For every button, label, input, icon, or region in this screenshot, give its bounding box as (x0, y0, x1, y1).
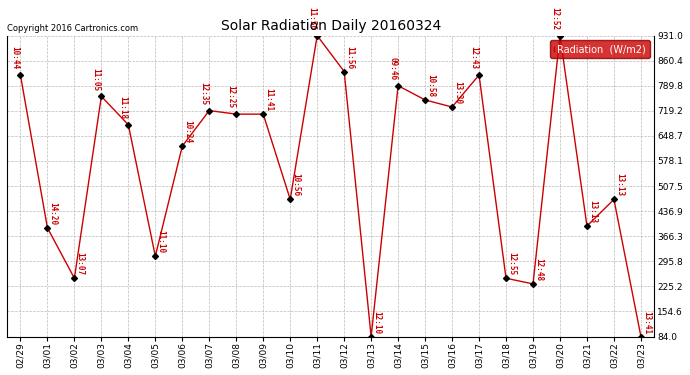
Text: Copyright 2016 Cartronics.com: Copyright 2016 Cartronics.com (7, 24, 138, 33)
Title: Solar Radiation Daily 20160324: Solar Radiation Daily 20160324 (221, 19, 441, 33)
Legend: Radiation  (W/m2): Radiation (W/m2) (550, 40, 649, 58)
Text: 10:56: 10:56 (291, 174, 300, 196)
Text: 11:56: 11:56 (307, 7, 316, 30)
Text: 10:58: 10:58 (426, 74, 435, 97)
Text: 12:25: 12:25 (226, 86, 235, 109)
Text: 09:46: 09:46 (388, 57, 397, 80)
Text: 12:35: 12:35 (199, 82, 208, 105)
Text: 10:44: 10:44 (10, 46, 19, 69)
Text: 12:43: 12:43 (469, 46, 478, 69)
Text: 12:48: 12:48 (534, 258, 543, 281)
Text: 12:10: 12:10 (372, 310, 381, 334)
Text: 11:18: 11:18 (118, 96, 127, 119)
Text: 13:13: 13:13 (588, 200, 597, 223)
Text: 11:10: 11:10 (157, 230, 166, 254)
Text: 12:52: 12:52 (550, 7, 559, 30)
Text: 11:05: 11:05 (91, 68, 100, 91)
Text: 13:07: 13:07 (75, 252, 84, 276)
Text: 11:56: 11:56 (345, 46, 354, 69)
Text: 13:13: 13:13 (615, 174, 624, 196)
Text: 12:55: 12:55 (507, 252, 516, 276)
Text: 14:20: 14:20 (48, 202, 57, 225)
Text: 13:41: 13:41 (642, 310, 651, 334)
Text: 10:24: 10:24 (184, 120, 193, 143)
Text: 13:30: 13:30 (453, 81, 462, 104)
Text: 11:41: 11:41 (264, 88, 273, 111)
